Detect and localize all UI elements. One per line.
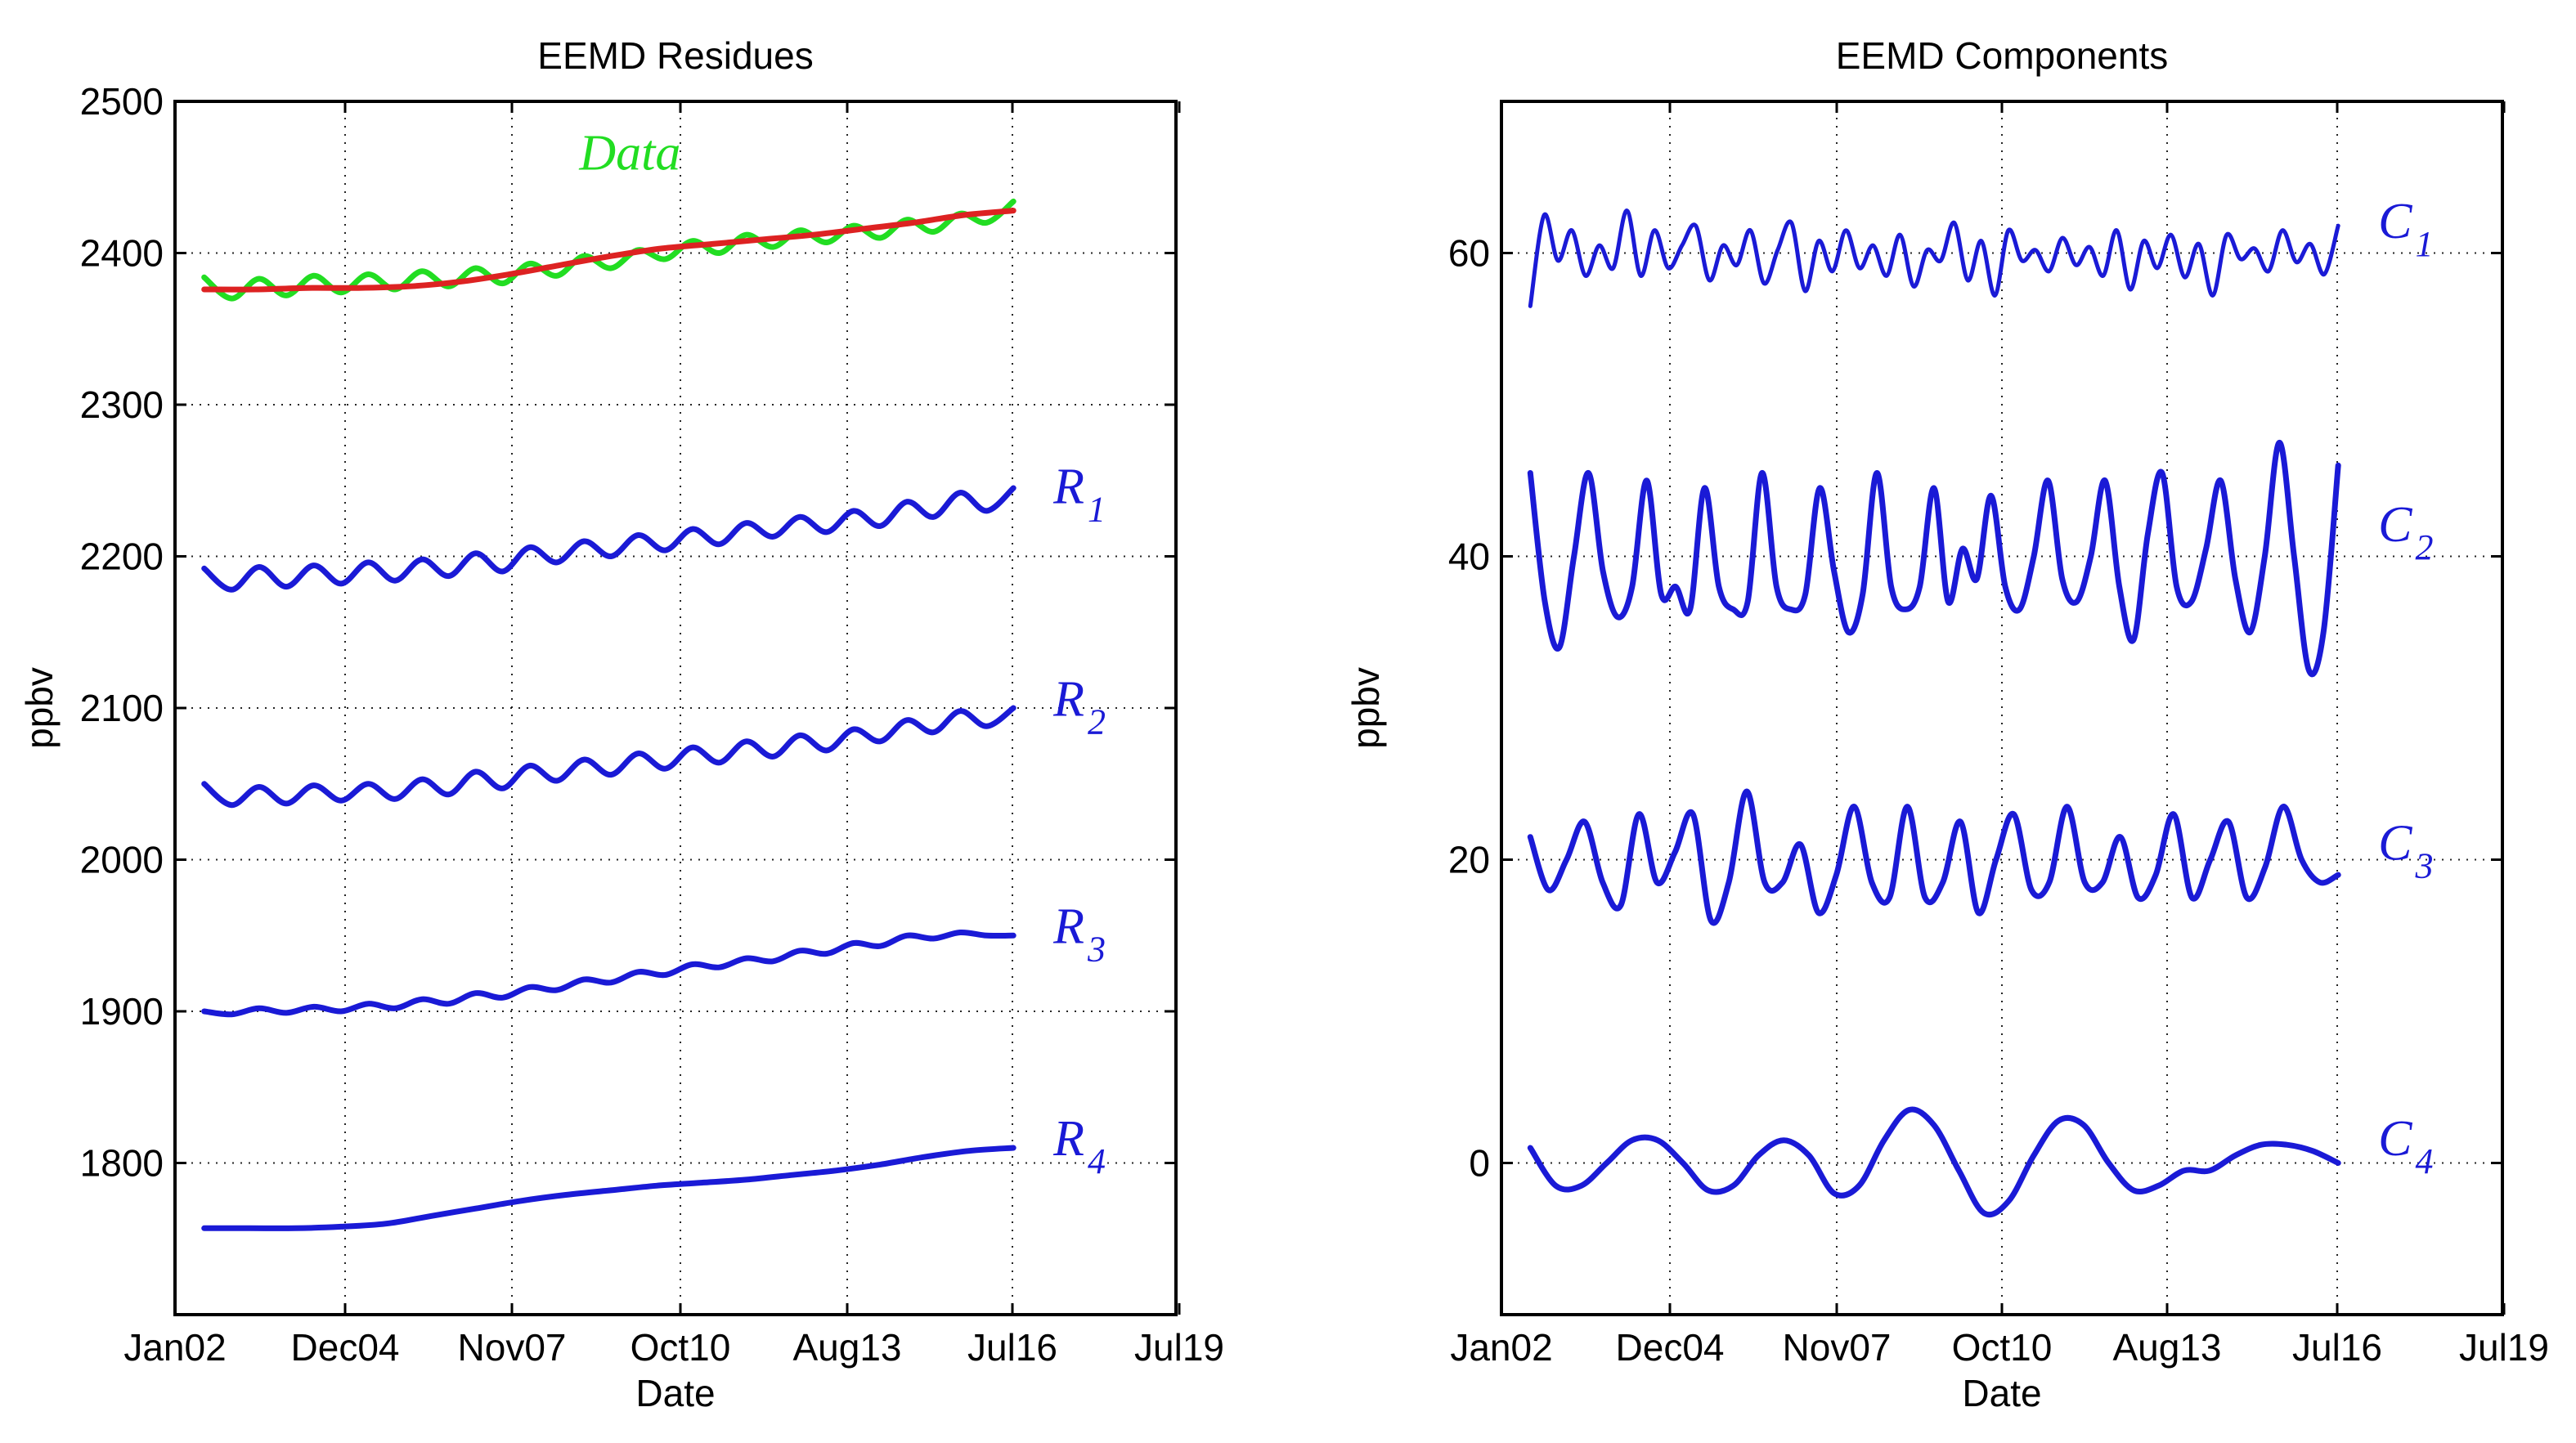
- x-axis-label: Date: [635, 1372, 715, 1414]
- series-line-r3: [201, 929, 1016, 1018]
- x-tick-label: Aug13: [792, 1326, 901, 1369]
- series-annotation: C2: [2378, 497, 2433, 567]
- series-line-c2: [1527, 439, 2341, 678]
- y-tick-label: 20: [1448, 839, 1490, 881]
- series-line-c4: [1527, 1106, 2341, 1218]
- x-tick-label: Oct10: [631, 1326, 731, 1369]
- x-tick-label: Oct10: [1952, 1326, 2053, 1369]
- x-tick-label: Nov07: [458, 1326, 567, 1369]
- x-tick-label: Jul16: [967, 1326, 1057, 1369]
- chart-panel-1: Jan02 Dec04 Nov07 Oct10 Aug13 Jul16 Jul19 1800 1…: [18, 34, 1224, 1414]
- x-tick-label: Dec04: [1616, 1326, 1725, 1369]
- series-line-c1: [1528, 208, 2340, 308]
- y-tick-label: 2200: [80, 536, 164, 578]
- series-line-r2: [201, 705, 1016, 809]
- chart-title: EEMD Components: [1836, 34, 2169, 77]
- series-annotation: Data: [578, 125, 680, 181]
- y-tick-label: 40: [1448, 536, 1490, 578]
- y-tick-label: 2100: [80, 687, 164, 729]
- x-tick-label: Jul19: [2459, 1326, 2549, 1369]
- x-tick-label: Dec04: [291, 1326, 400, 1369]
- series-annotation: C1: [2378, 194, 2433, 264]
- y-tick-label: 2300: [80, 383, 164, 426]
- y-tick-label: 1800: [80, 1142, 164, 1185]
- y-tick-label: 2000: [80, 839, 164, 881]
- series-annotation: C4: [2378, 1111, 2433, 1181]
- chart-title: EEMD Residues: [537, 34, 813, 77]
- y-tick-label: 60: [1448, 232, 1490, 275]
- x-tick-label: Aug13: [2112, 1326, 2221, 1369]
- series-line-trend: [201, 208, 1016, 293]
- series-annotation: R4: [1052, 1111, 1106, 1181]
- y-axis-label: ppbv: [18, 667, 61, 749]
- plot-frame: [1500, 100, 2504, 1316]
- y-tick-label: 2400: [80, 232, 164, 275]
- series-annotation: R1: [1052, 459, 1106, 530]
- series-line-r1: [201, 485, 1016, 593]
- y-tick-label: 0: [1469, 1142, 1490, 1185]
- plot-frame: [173, 100, 1178, 1316]
- series-annotation: R2: [1052, 671, 1106, 742]
- x-axis-label: Date: [1962, 1372, 2041, 1414]
- series-annotation: C3: [2378, 816, 2433, 886]
- x-tick-label: Jul19: [1134, 1326, 1224, 1369]
- y-tick-label: 1900: [80, 990, 164, 1033]
- series-line-r4: [201, 1145, 1016, 1231]
- series-line-c3: [1527, 788, 2341, 926]
- y-tick-label: 2500: [80, 80, 164, 123]
- series-annotation: R3: [1052, 899, 1106, 970]
- x-tick-label: Jul16: [2292, 1326, 2382, 1369]
- x-tick-label: Jan02: [1450, 1326, 1552, 1369]
- y-axis-label: ppbv: [1344, 667, 1387, 749]
- x-tick-label: Nov07: [1783, 1326, 1892, 1369]
- chart-panel-2: Jan02 Dec04 Nov07 Oct10 Aug13 Jul16 Jul19 0 20 40…: [1344, 34, 2549, 1414]
- x-tick-label: Jan02: [123, 1326, 226, 1369]
- series-line-data: [201, 198, 1016, 302]
